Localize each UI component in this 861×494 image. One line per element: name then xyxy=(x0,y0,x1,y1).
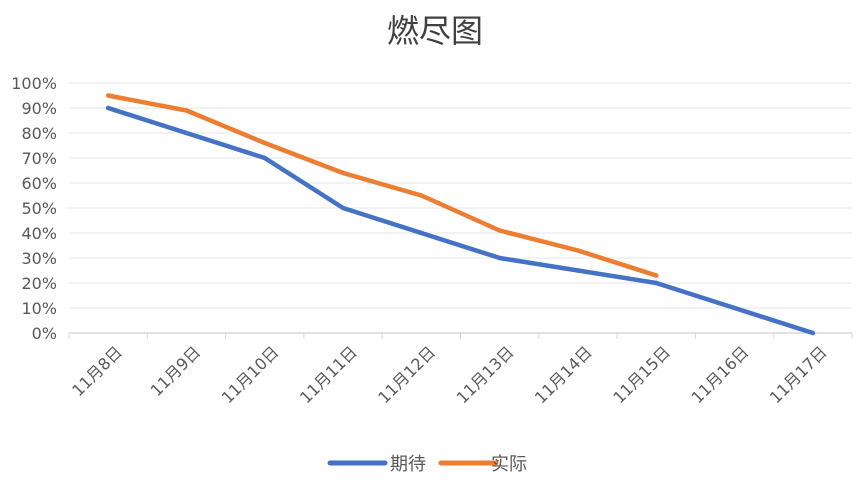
data-point xyxy=(497,228,502,233)
data-point xyxy=(732,305,737,311)
data-point xyxy=(262,140,267,146)
x-tick-label: 11月16日 xyxy=(688,342,753,407)
x-tick-label: 11月14日 xyxy=(531,342,596,407)
y-tick-label: 0% xyxy=(32,324,57,343)
data-point xyxy=(654,273,659,278)
data-point xyxy=(419,193,424,198)
x-tick-label: 11月11日 xyxy=(296,342,361,407)
y-tick-label: 70% xyxy=(21,149,57,168)
data-point xyxy=(262,155,267,161)
data-point xyxy=(419,230,424,236)
legend: 期待 实际 xyxy=(327,454,527,475)
data-point xyxy=(105,93,111,98)
legend-label: 期待 xyxy=(390,454,426,475)
x-tick-label: 11月13日 xyxy=(453,342,518,407)
data-point xyxy=(497,255,502,261)
x-tick-label: 11月8日 xyxy=(68,342,126,400)
series-layer xyxy=(105,93,816,336)
x-tick-label: 11月12日 xyxy=(374,342,439,407)
x-tick-label: 11月15日 xyxy=(609,342,674,407)
y-tick-label: 40% xyxy=(21,224,57,243)
y-tick-label: 10% xyxy=(21,299,57,318)
y-tick-label: 30% xyxy=(21,249,57,268)
legend-label: 实际 xyxy=(491,454,527,475)
y-tick-label: 60% xyxy=(21,174,57,193)
series-line-0 xyxy=(105,105,816,336)
series-line-1 xyxy=(105,93,659,278)
y-tick-label: 80% xyxy=(21,124,57,143)
data-point xyxy=(184,130,189,136)
y-tick-label: 50% xyxy=(21,199,57,218)
data-point xyxy=(654,280,659,286)
x-tick-label: 11月9日 xyxy=(147,342,205,400)
data-point xyxy=(340,205,346,211)
data-point xyxy=(340,170,346,176)
x-tick-label: 11月10日 xyxy=(218,342,283,407)
x-tick-label: 11月17日 xyxy=(766,342,831,407)
data-point xyxy=(105,105,111,111)
y-tick-label: 20% xyxy=(21,274,57,293)
y-tick-label: 100% xyxy=(11,74,57,93)
chart-title: 燃尽图 xyxy=(387,12,483,50)
data-point xyxy=(575,248,581,253)
data-point xyxy=(810,330,816,336)
axis-layer: 0% 10% 20% 30% 40% 50% 60% 70% 80% 90% 100% 11月8日 11… xyxy=(11,74,853,407)
grid-layer xyxy=(69,82,852,334)
data-point xyxy=(184,108,189,113)
data-point xyxy=(575,268,581,273)
y-tick-label: 90% xyxy=(21,99,57,118)
